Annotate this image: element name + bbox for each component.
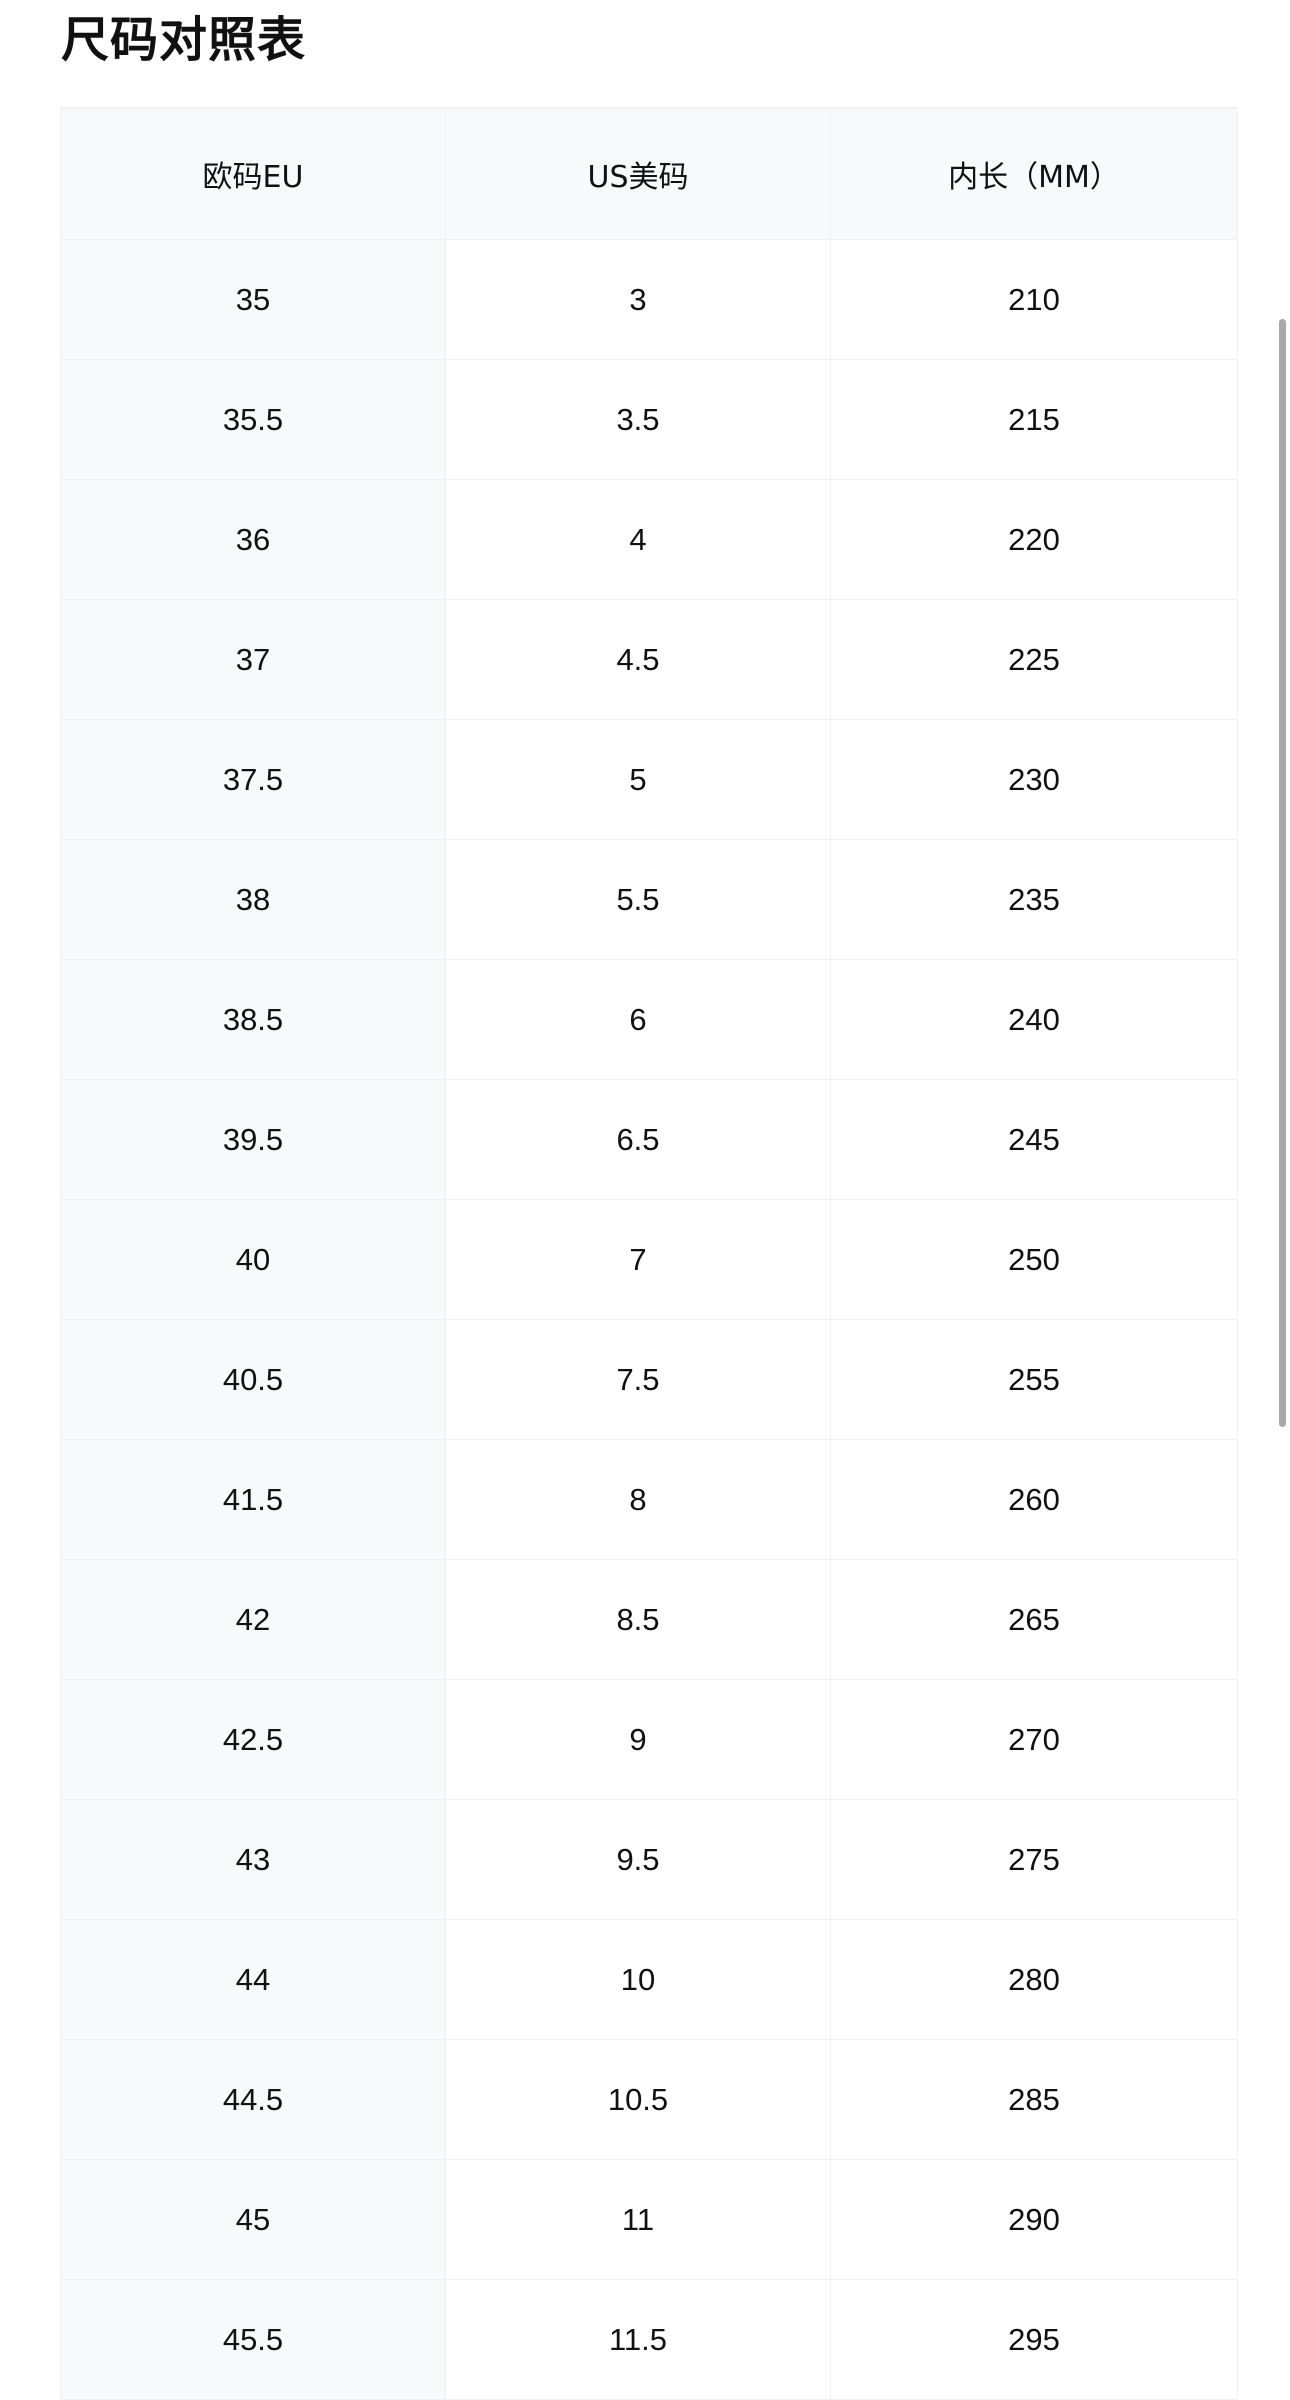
table-row: 45.5 11.5 295	[60, 2280, 1238, 2400]
cell-us: 7	[446, 1200, 831, 1319]
cell-us: 10.5	[446, 2040, 831, 2159]
cell-eu: 38.5	[60, 960, 446, 1079]
cell-us: 6.5	[446, 1080, 831, 1199]
table-row: 36 4 220	[60, 480, 1238, 600]
cell-us: 8	[446, 1440, 831, 1559]
cell-eu: 45	[60, 2160, 446, 2279]
table-row: 35 3 210	[60, 240, 1238, 360]
table-row: 44.5 10.5 285	[60, 2040, 1238, 2160]
cell-us: 9.5	[446, 1800, 831, 1919]
cell-eu: 37	[60, 600, 446, 719]
table-row: 40 7 250	[60, 1200, 1238, 1320]
cell-length: 230	[831, 720, 1238, 839]
table-row: 43 9.5 275	[60, 1800, 1238, 1920]
cell-us: 6	[446, 960, 831, 1079]
cell-eu: 36	[60, 480, 446, 599]
page-title: 尺码对照表	[61, 12, 307, 68]
cell-eu: 44.5	[60, 2040, 446, 2159]
cell-us: 11.5	[446, 2280, 831, 2399]
cell-eu: 37.5	[60, 720, 446, 839]
size-chart-table: 欧码EU US美码 内长（MM） 35 3 210 35.5 3.5 215 36 4 220 3…	[60, 107, 1238, 2400]
cell-us: 4.5	[446, 600, 831, 719]
table-row: 38 5.5 235	[60, 840, 1238, 960]
cell-us: 8.5	[446, 1560, 831, 1679]
cell-length: 240	[831, 960, 1238, 1079]
cell-eu: 42.5	[60, 1680, 446, 1799]
table-row: 39.5 6.5 245	[60, 1080, 1238, 1200]
cell-eu: 41.5	[60, 1440, 446, 1559]
cell-length: 220	[831, 480, 1238, 599]
cell-length: 235	[831, 840, 1238, 959]
cell-us: 7.5	[446, 1320, 831, 1439]
table-row: 42.5 9 270	[60, 1680, 1238, 1800]
table-row: 41.5 8 260	[60, 1440, 1238, 1560]
cell-eu: 43	[60, 1800, 446, 1919]
cell-eu: 42	[60, 1560, 446, 1679]
cell-eu: 39.5	[60, 1080, 446, 1199]
cell-us: 5.5	[446, 840, 831, 959]
cell-us: 3.5	[446, 360, 831, 479]
cell-us: 9	[446, 1680, 831, 1799]
cell-eu: 45.5	[60, 2280, 446, 2399]
cell-eu: 35	[60, 240, 446, 359]
table-body: 35 3 210 35.5 3.5 215 36 4 220 37 4.5 225 37.5 5 230 38…	[60, 240, 1238, 2400]
cell-length: 280	[831, 1920, 1238, 2039]
scrollbar[interactable]	[1279, 319, 1286, 1427]
cell-eu: 40	[60, 1200, 446, 1319]
cell-length: 250	[831, 1200, 1238, 1319]
table-row: 37 4.5 225	[60, 600, 1238, 720]
cell-length: 225	[831, 600, 1238, 719]
cell-us: 11	[446, 2160, 831, 2279]
cell-length: 265	[831, 1560, 1238, 1679]
table-row: 42 8.5 265	[60, 1560, 1238, 1680]
cell-us: 10	[446, 1920, 831, 2039]
cell-eu: 35.5	[60, 360, 446, 479]
table-row: 44 10 280	[60, 1920, 1238, 2040]
cell-us: 5	[446, 720, 831, 839]
cell-length: 285	[831, 2040, 1238, 2159]
table-row: 37.5 5 230	[60, 720, 1238, 840]
table-header-row: 欧码EU US美码 内长（MM）	[60, 109, 1238, 240]
cell-length: 260	[831, 1440, 1238, 1559]
table-row: 40.5 7.5 255	[60, 1320, 1238, 1440]
cell-eu: 40.5	[60, 1320, 446, 1439]
table-row: 38.5 6 240	[60, 960, 1238, 1080]
cell-length: 245	[831, 1080, 1238, 1199]
cell-us: 3	[446, 240, 831, 359]
cell-length: 270	[831, 1680, 1238, 1799]
header-us: US美码	[446, 109, 831, 239]
cell-length: 295	[831, 2280, 1238, 2399]
cell-length: 210	[831, 240, 1238, 359]
cell-eu: 38	[60, 840, 446, 959]
header-eu: 欧码EU	[60, 109, 446, 239]
cell-length: 275	[831, 1800, 1238, 1919]
cell-length: 215	[831, 360, 1238, 479]
cell-length: 290	[831, 2160, 1238, 2279]
cell-length: 255	[831, 1320, 1238, 1439]
table-row: 45 11 290	[60, 2160, 1238, 2280]
cell-us: 4	[446, 480, 831, 599]
header-length: 内长（MM）	[831, 109, 1238, 239]
table-row: 35.5 3.5 215	[60, 360, 1238, 480]
cell-eu: 44	[60, 1920, 446, 2039]
